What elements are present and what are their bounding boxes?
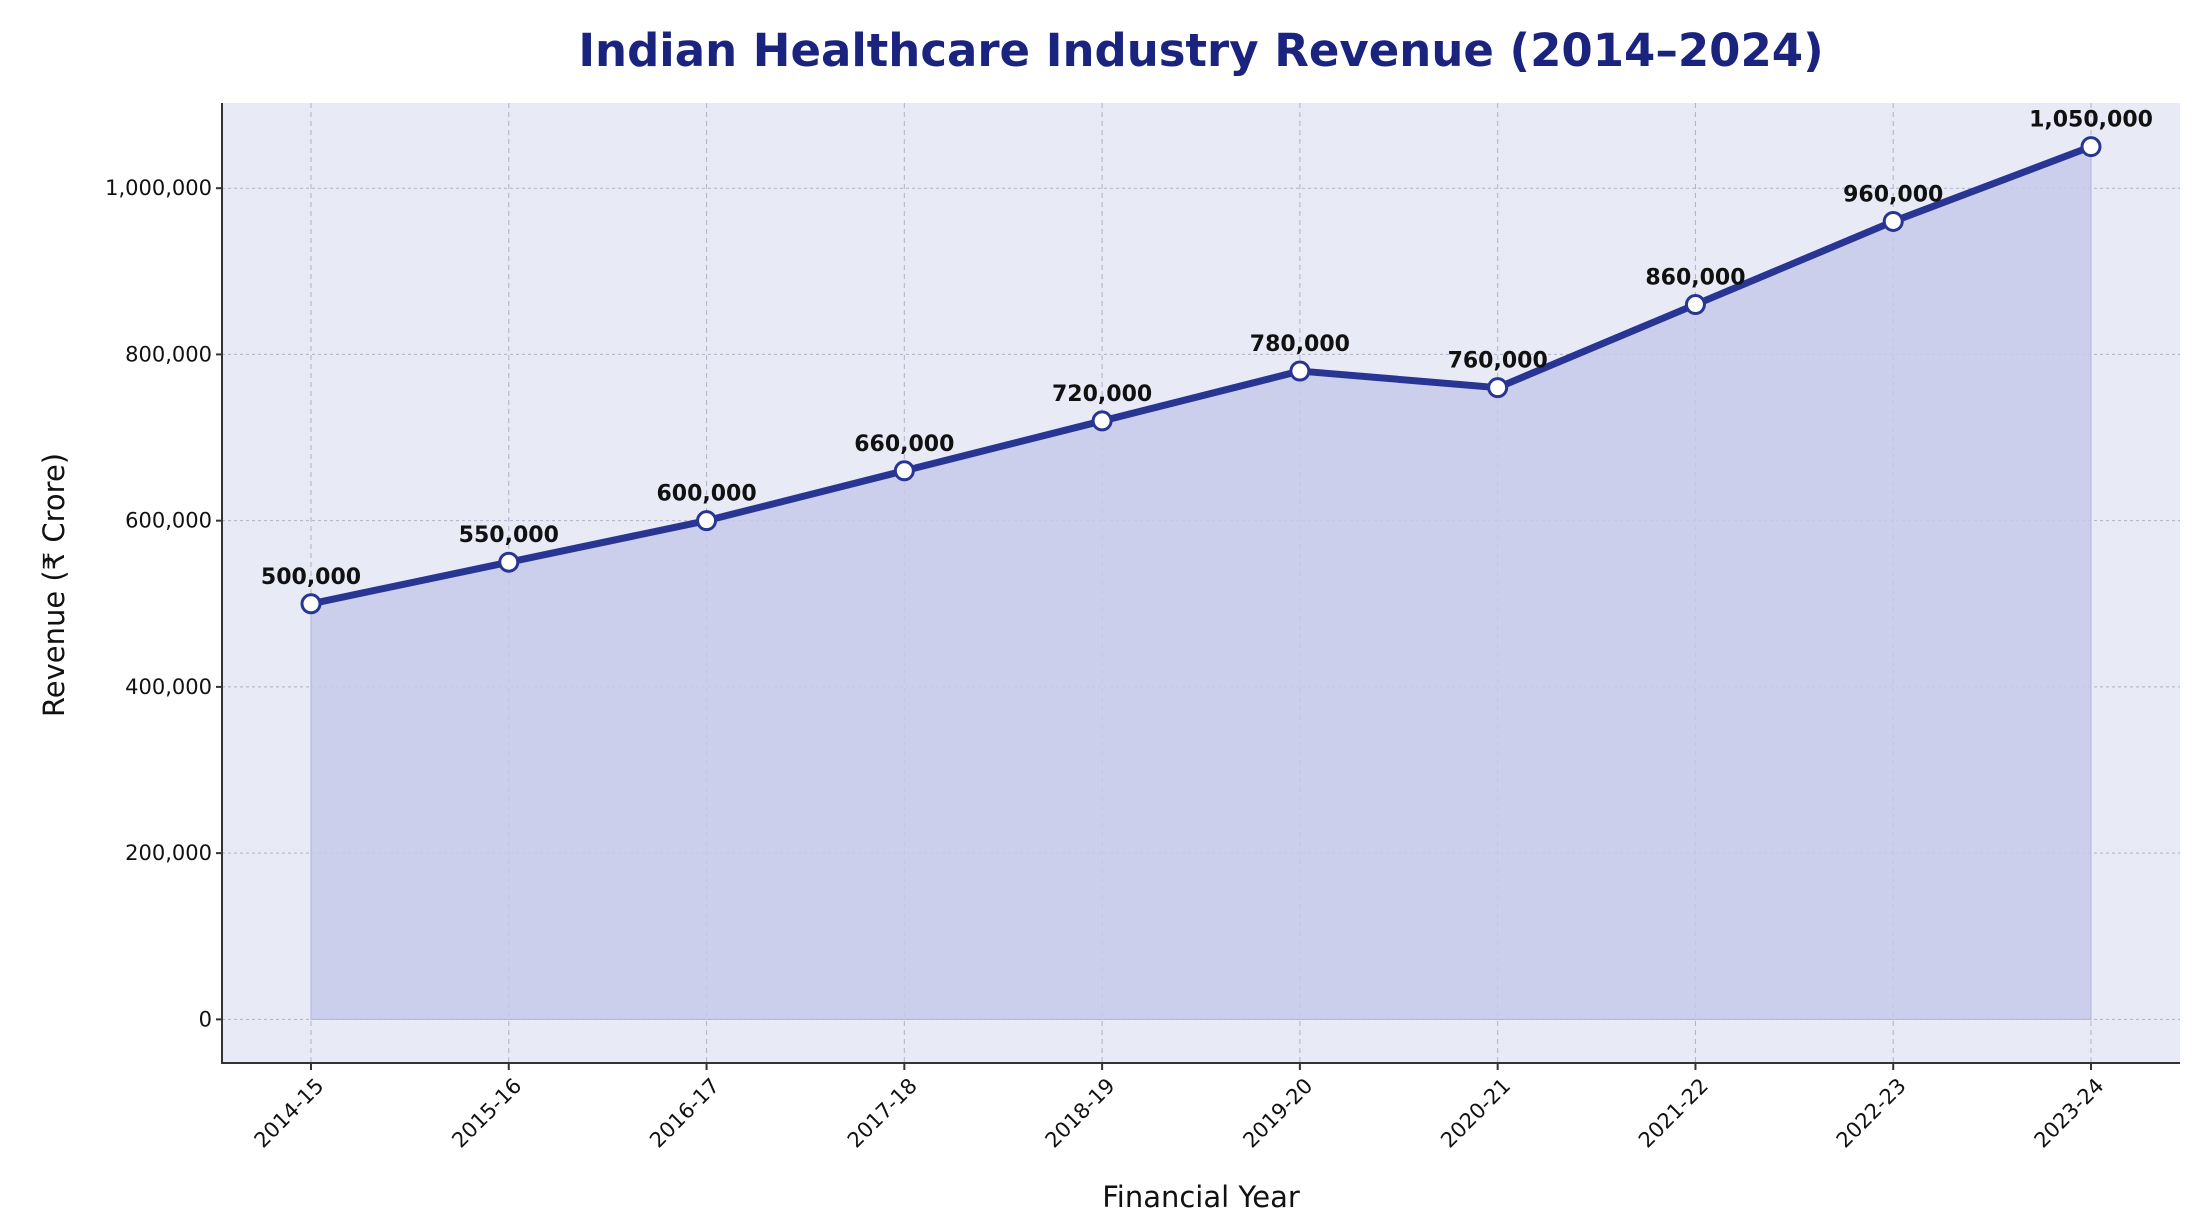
data-point-marker [1289,360,1311,382]
x-tick-label: 2015-16 [447,1074,526,1153]
x-tick-label: 2020-21 [1436,1074,1515,1153]
data-point-marker [1684,294,1706,316]
x-tick-label: 2018-19 [1041,1074,1120,1153]
data-point-marker [696,510,718,532]
x-axis-label: Financial Year [1102,1180,1300,1214]
data-label: 760,000 [1448,349,1548,374]
data-point-marker [1487,377,1509,399]
y-axis-ticks: 0 200,000 400,000 600,000 800,000 1,000,000 [105,176,222,1031]
data-point-marker [498,551,520,573]
x-tick-label: 2016-17 [645,1074,724,1153]
y-tick-label: 200,000 [125,841,212,865]
x-tick-label: 2021-22 [1634,1074,1713,1153]
data-point-marker [300,593,322,615]
x-axis-ticks: 2014-15 2015-16 2016-17 2017-18 2018-19 2019-… [250,1063,2109,1153]
data-point-marker [2080,136,2102,158]
axes [221,103,2180,1064]
data-label: 500,000 [261,565,361,590]
y-tick-label: 400,000 [125,675,212,699]
y-axis-label: Revenue (₹ Crore) [37,453,71,717]
data-point-marker [1882,210,1904,232]
data-label: 860,000 [1645,266,1745,291]
markers [300,136,2102,615]
data-label: 780,000 [1250,332,1350,357]
data-label: 660,000 [854,432,954,457]
x-tick-label: 2014-15 [250,1074,329,1153]
y-tick-label: 0 [199,1007,212,1031]
x-tick-label: 2017-18 [843,1074,922,1153]
data-label: 600,000 [656,482,756,507]
x-tick-label: 2022-23 [1832,1074,1911,1153]
y-tick-label: 800,000 [125,342,212,366]
data-label: 1,050,000 [2029,108,2153,133]
x-tick-label: 2019-20 [1238,1074,1317,1153]
x-tick-label: 2023-24 [2030,1074,2109,1153]
series-line [310,143,2093,608]
data-label: 720,000 [1052,382,1152,407]
data-point-marker [1091,410,1113,432]
y-tick-label: 600,000 [125,509,212,533]
data-point-marker [893,460,915,482]
data-label: 960,000 [1843,182,1943,207]
data-label: 550,000 [459,523,559,548]
y-tick-label: 1,000,000 [105,176,212,200]
chart-title: Indian Healthcare Industry Revenue (2014… [578,24,1823,77]
data-labels: 500,000 550,000 600,000 660,000 720,000 780,0… [261,108,2153,590]
